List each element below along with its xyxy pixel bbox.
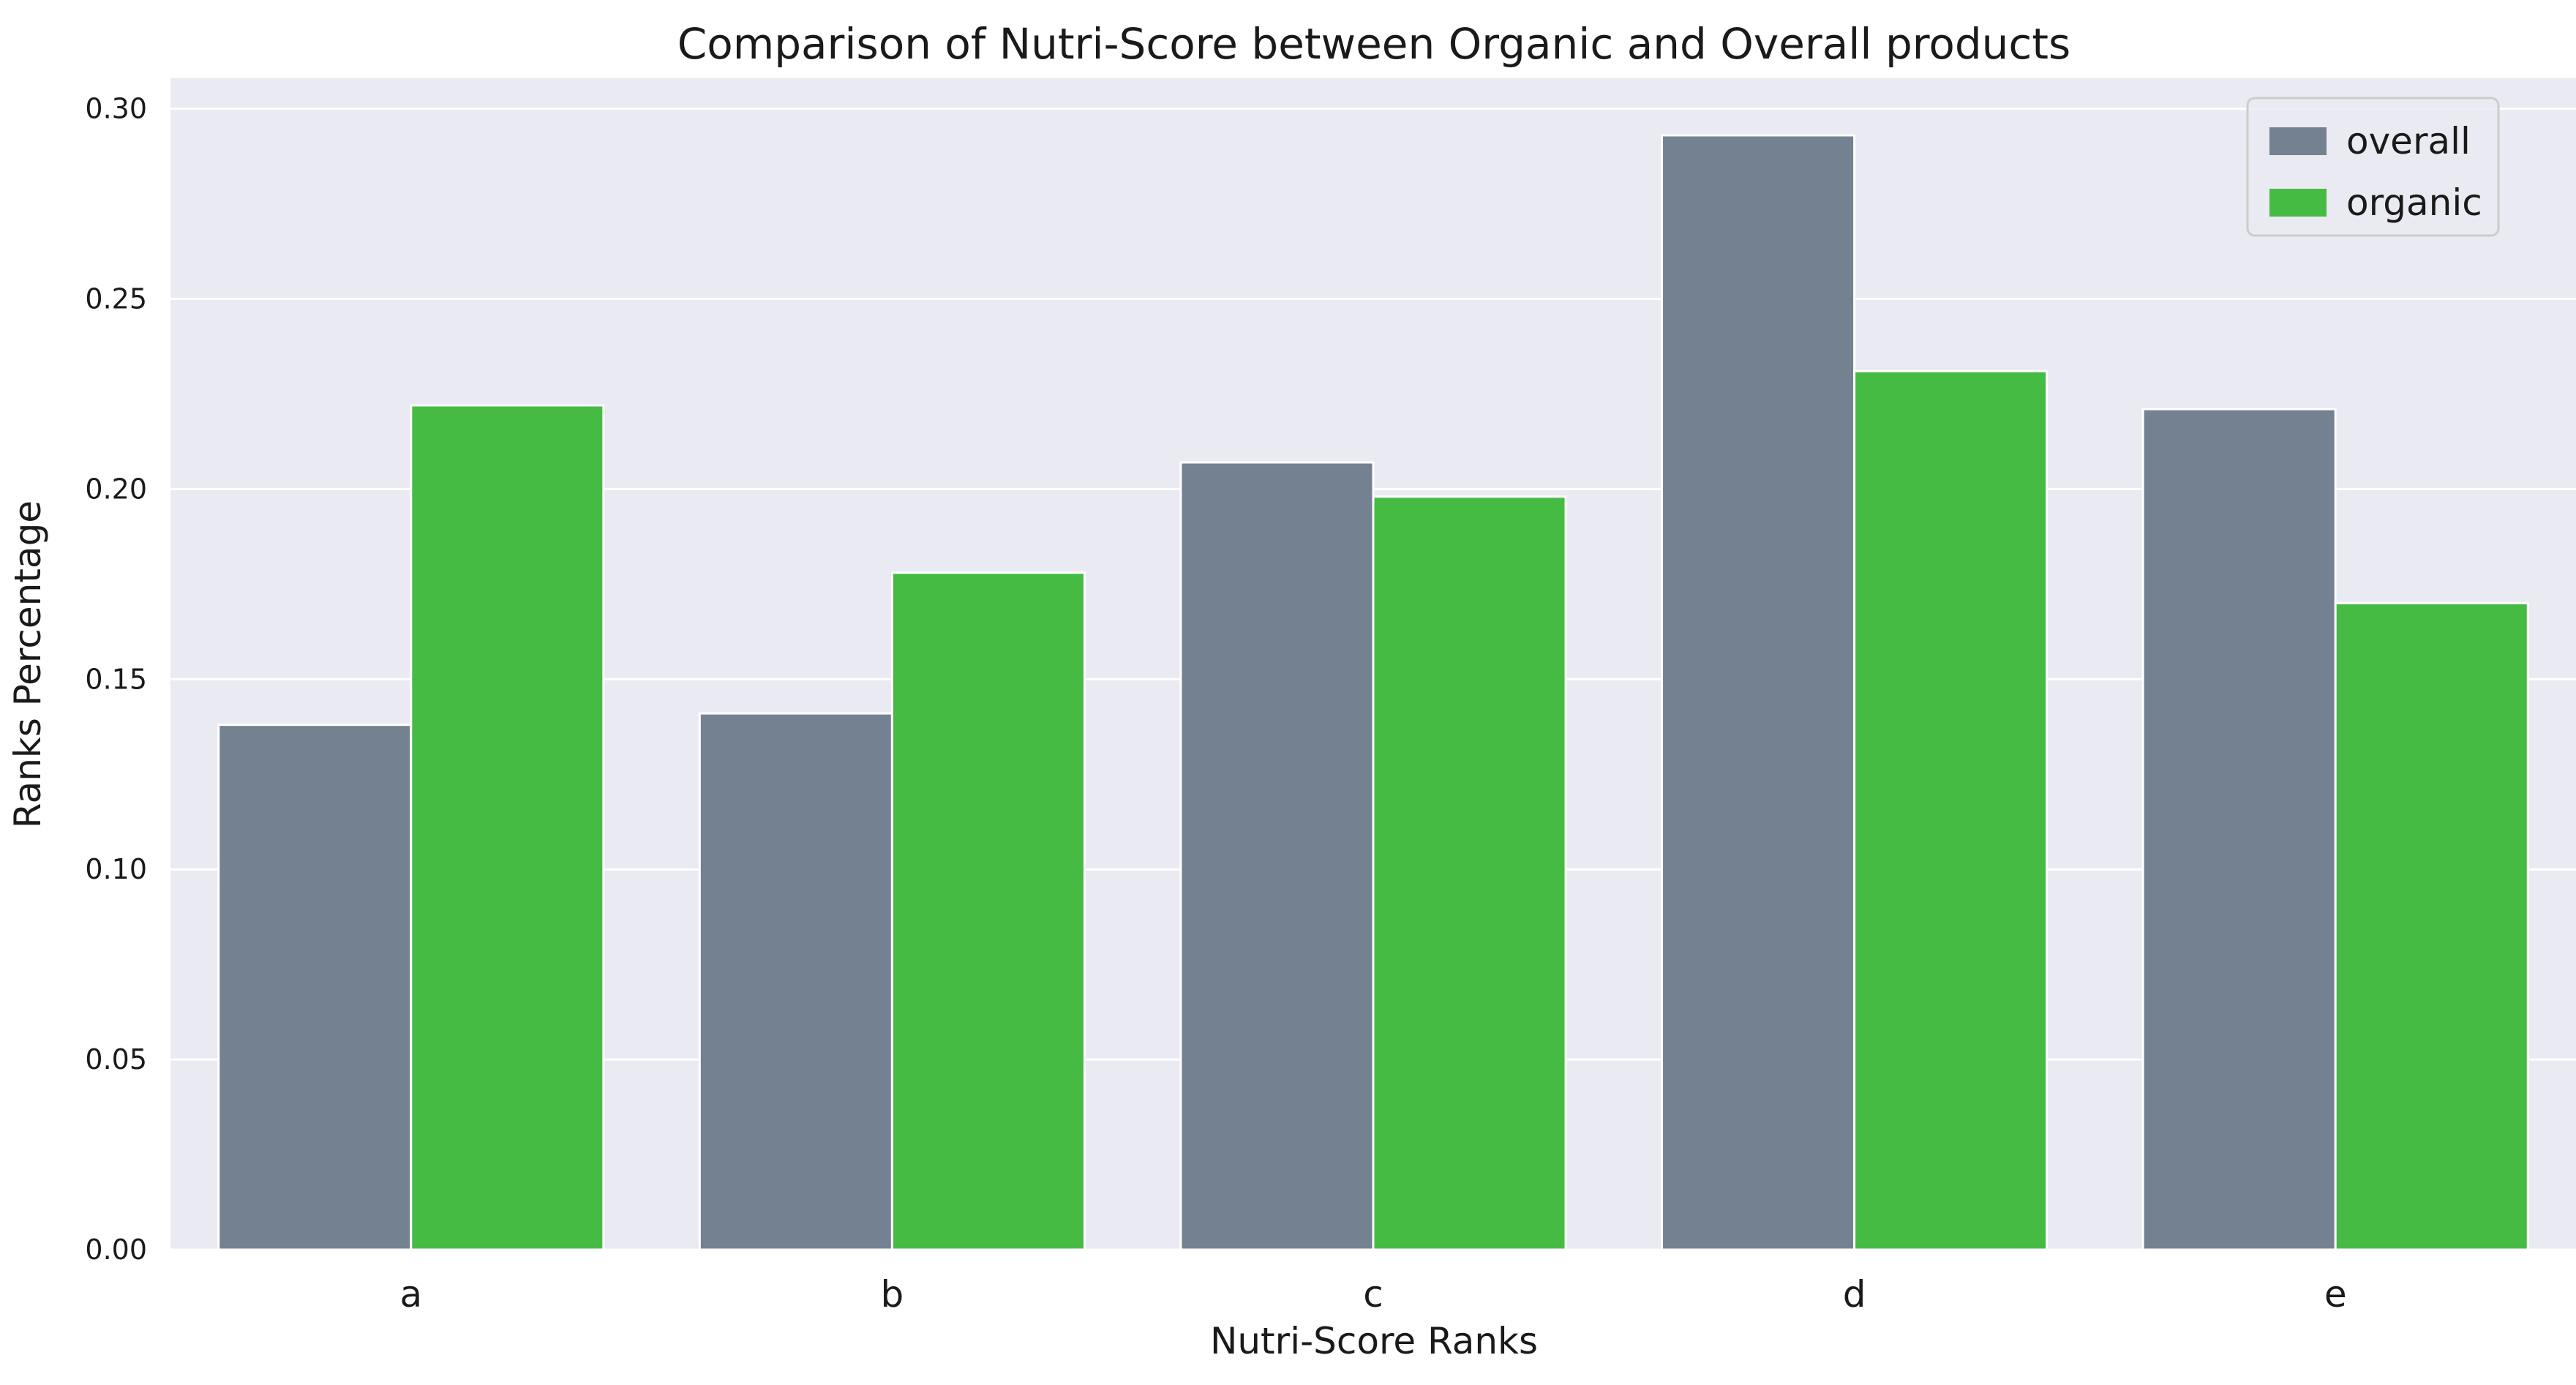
bar-organic-d xyxy=(1853,369,2049,1251)
bar-organic-b xyxy=(890,571,1086,1251)
x-axis-label: Nutri-Score Ranks xyxy=(1210,1320,1538,1362)
y-tick-label: 0.20 xyxy=(85,473,147,505)
x-tick-label-c: c xyxy=(1363,1273,1383,1315)
x-tick-label-b: b xyxy=(881,1273,904,1315)
y-axis-ticks: 0.00 0.05 0.10 0.15 0.20 0.25 0.30 xyxy=(85,93,147,1266)
legend-label-overall: overall xyxy=(2346,120,2471,162)
bar-organic-c xyxy=(1372,495,1567,1251)
legend-swatch-overall xyxy=(2269,127,2327,155)
x-axis-ticks: a b c d e xyxy=(399,1273,2346,1315)
y-tick-label: 0.30 xyxy=(85,93,147,125)
x-tick-label-a: a xyxy=(399,1273,422,1315)
y-axis-label: Ranks Percentage xyxy=(7,500,49,828)
y-tick-label: 0.05 xyxy=(85,1043,147,1076)
x-tick-label-e: e xyxy=(2324,1273,2347,1315)
bar-overall-d xyxy=(1661,134,1856,1251)
legend: overall organic xyxy=(2246,97,2500,237)
y-tick-label: 0.15 xyxy=(85,663,147,695)
y-tick-label: 0.10 xyxy=(85,853,147,885)
bar-overall-a xyxy=(217,724,413,1251)
legend-swatch-organic xyxy=(2269,189,2327,217)
bar-organic-a xyxy=(410,404,605,1251)
bar-overall-c xyxy=(1179,461,1375,1251)
legend-label-organic: organic xyxy=(2346,181,2482,224)
y-tick-label: 0.00 xyxy=(85,1234,147,1266)
bar-overall-e xyxy=(2141,408,2337,1251)
x-tick-label-d: d xyxy=(1843,1273,1866,1315)
bars xyxy=(217,134,2529,1251)
y-tick-label: 0.25 xyxy=(85,282,147,315)
bar-overall-b xyxy=(698,712,893,1251)
chart-title: Comparison of Nutri-Score between Organi… xyxy=(677,19,2071,69)
bar-organic-e xyxy=(2334,601,2529,1251)
